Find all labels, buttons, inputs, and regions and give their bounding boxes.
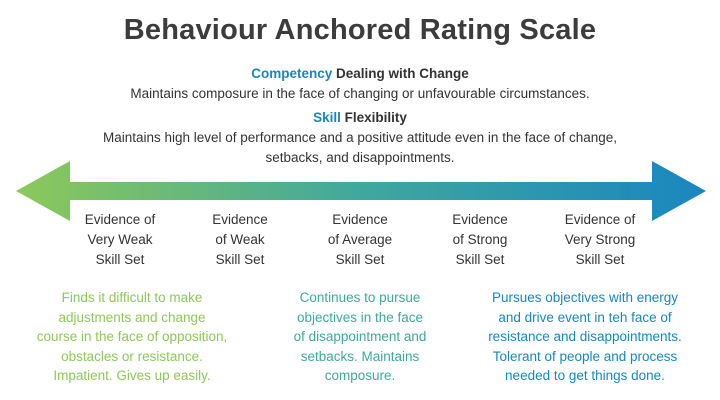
description-line: Finds it difficult to make [61,290,203,305]
level-line: Evidence [332,212,388,227]
description-line: of disappointment and [293,329,427,344]
description-high: Pursues objectives with energy and drive… [464,288,706,386]
level-line: Evidence of [564,212,636,227]
description-low: Finds it difficult to make adjustments a… [20,288,244,386]
skill-label: Skill [313,110,341,125]
competency-line: Competency Dealing with Change [0,66,720,81]
level-line: Very Weak [87,232,153,247]
description-line: adjustments and change [58,309,206,325]
skill-description-line-1: Maintains high level of performance and … [102,130,618,145]
level-line: of Average [327,232,393,247]
rating-scale-arrow [16,161,706,221]
description-line: Tolerant of people and process [492,348,678,364]
skill-description-line-2: setbacks, and disappointments. [265,150,455,165]
double-headed-arrow [16,161,706,221]
description-line: composure. [324,368,396,383]
competency-label: Competency [251,66,333,81]
level-line: Skill Set [95,252,145,267]
description-mid: Continues to pursue objectives in the fa… [270,288,450,386]
description-line: obstacles or resistance. [61,348,203,364]
level-line: Evidence [212,212,268,227]
description-line: needed to get things done. [505,368,665,383]
level-line: Skill Set [575,252,625,267]
level-line: Skill Set [455,252,505,267]
description-line: Continues to pursue [299,290,421,305]
page-title: Behaviour Anchored Rating Scale [123,14,597,46]
competency-name: Dealing with Change [336,66,469,81]
description-line: and drive event in teh face of [498,309,672,325]
level-line: Skill Set [215,252,265,267]
level-line: of Weak [215,232,265,247]
description-line: resistance and disappointments. [488,329,682,344]
level-average: Evidence of Average Skill Set [300,210,420,270]
competency-description: Maintains composure in the face of chang… [130,86,590,101]
description-line: Impatient. Gives up easily. [53,368,211,383]
level-line: Skill Set [335,252,385,267]
skill-line: Skill Flexibility [0,110,720,125]
level-weak: Evidence of Weak Skill Set [180,210,300,270]
level-line: Evidence [452,212,508,227]
description-line: Pursues objectives with energy [491,290,679,305]
description-line: objectives in the face [296,309,424,325]
skill-name: Flexibility [344,110,407,125]
description-line: setbacks. Maintains [300,348,420,364]
level-very-weak: Evidence of Very Weak Skill Set [60,210,180,270]
level-very-strong: Evidence of Very Strong Skill Set [540,210,660,270]
level-strong: Evidence of Strong Skill Set [420,210,540,270]
level-line: of Strong [452,232,508,247]
description-line: course in the face of opposition, [36,329,228,344]
level-line: Evidence of [84,212,156,227]
level-line: Very Strong [564,232,636,247]
